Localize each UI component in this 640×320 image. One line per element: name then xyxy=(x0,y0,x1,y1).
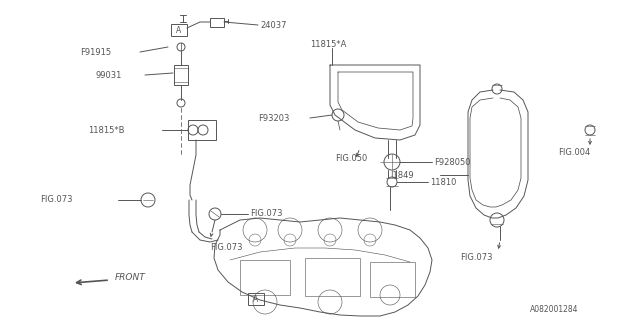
Text: 11810: 11810 xyxy=(430,178,456,187)
Text: FIG.073: FIG.073 xyxy=(40,196,72,204)
Text: FIG.073: FIG.073 xyxy=(250,210,282,219)
Text: FIG.073: FIG.073 xyxy=(460,253,493,262)
Text: 11815*B: 11815*B xyxy=(88,125,125,134)
Text: FIG.004: FIG.004 xyxy=(558,148,590,156)
Text: 24037: 24037 xyxy=(260,20,287,29)
Text: A: A xyxy=(177,26,182,35)
Bar xyxy=(188,120,216,140)
Bar xyxy=(171,24,187,36)
Bar xyxy=(370,262,415,297)
Bar xyxy=(248,293,264,305)
Text: 99031: 99031 xyxy=(95,70,122,79)
Text: A: A xyxy=(253,294,259,303)
Bar xyxy=(174,65,188,85)
Text: A082001284: A082001284 xyxy=(530,306,579,315)
Bar xyxy=(210,18,224,27)
Text: FIG.050: FIG.050 xyxy=(335,154,367,163)
Text: F91915: F91915 xyxy=(80,47,111,57)
Text: 11815*A: 11815*A xyxy=(310,39,346,49)
Text: I1849: I1849 xyxy=(390,171,413,180)
Text: F928050: F928050 xyxy=(434,157,470,166)
Text: FIG.073: FIG.073 xyxy=(210,244,243,252)
Bar xyxy=(305,258,360,296)
Bar xyxy=(240,260,290,295)
Text: F93203: F93203 xyxy=(258,114,289,123)
Text: FRONT: FRONT xyxy=(115,273,146,282)
